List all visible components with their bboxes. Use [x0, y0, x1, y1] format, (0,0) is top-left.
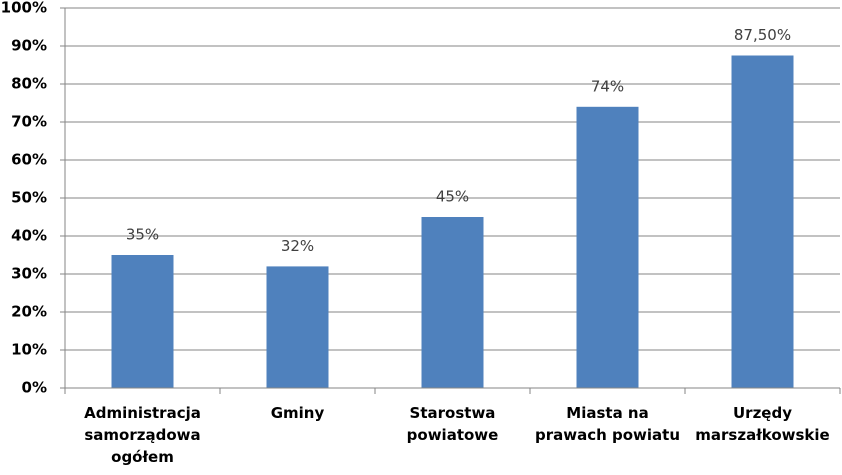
x-tick-label: Miasta na prawach powiatu: [534, 404, 681, 444]
value-label: 74%: [591, 77, 624, 95]
x-tick-label: Administracja samorządowa ogółem: [84, 404, 201, 466]
y-tick-label: 0%: [22, 379, 47, 397]
bar: [731, 55, 794, 388]
value-label: 35%: [126, 226, 159, 244]
value-label: 32%: [281, 237, 314, 255]
y-tick-label: 10%: [11, 341, 47, 359]
y-tick-label: 40%: [11, 227, 47, 245]
value-label: 45%: [436, 188, 469, 206]
y-tick-label: 90%: [11, 37, 47, 55]
y-tick-label: 20%: [11, 303, 47, 321]
y-tick-label: 30%: [11, 265, 47, 283]
bar: [266, 266, 329, 388]
x-tick-label: Gminy: [270, 404, 325, 422]
bar: [421, 217, 484, 388]
y-tick-label: 80%: [11, 75, 47, 93]
y-tick-label: 60%: [11, 151, 47, 169]
x-tick-label: Urzędy marszałkowskie: [695, 404, 830, 444]
y-tick-label: 50%: [11, 189, 47, 207]
bar: [576, 106, 639, 389]
y-tick-label: 70%: [11, 113, 47, 131]
x-tick-label: Starostwa powiatowe: [406, 404, 499, 444]
bar: [111, 255, 174, 388]
y-tick-label: 100%: [1, 0, 47, 17]
value-label: 87,50%: [734, 26, 791, 44]
